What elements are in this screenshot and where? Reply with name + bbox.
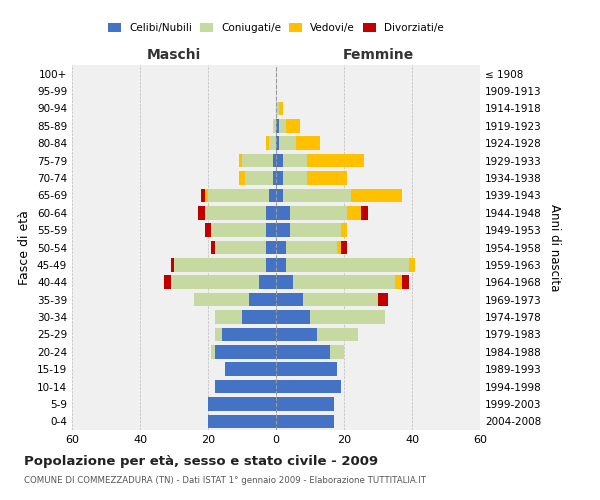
Bar (272, 171, 276, 185)
Bar (276, 310, 310, 324)
Bar (211, 224, 266, 237)
Bar (296, 136, 320, 150)
Bar (331, 345, 344, 358)
Bar (276, 293, 303, 306)
Bar (215, 380, 276, 394)
Bar (290, 206, 347, 220)
Bar (215, 345, 276, 358)
Bar (341, 224, 347, 237)
Bar (266, 224, 276, 237)
Bar (269, 188, 276, 202)
Bar (310, 310, 385, 324)
Bar (283, 188, 351, 202)
Bar (280, 102, 283, 115)
Bar (205, 206, 266, 220)
Bar (290, 224, 341, 237)
Bar (272, 119, 276, 132)
Bar (249, 293, 276, 306)
Bar (303, 293, 378, 306)
Bar (211, 345, 215, 358)
Bar (242, 154, 272, 168)
Bar (276, 224, 290, 237)
Bar (208, 188, 269, 202)
Bar (378, 293, 388, 306)
Bar (276, 154, 283, 168)
Bar (276, 345, 331, 358)
Bar (170, 276, 259, 289)
Bar (307, 154, 364, 168)
Bar (276, 102, 280, 115)
Bar (276, 240, 286, 254)
Bar (276, 414, 334, 428)
Bar (245, 171, 272, 185)
Bar (208, 397, 276, 410)
Bar (402, 276, 409, 289)
Bar (266, 258, 276, 272)
Bar (205, 224, 211, 237)
Text: COMUNE DI COMMEZZADURA (TN) - Dati ISTAT 1° gennaio 2009 - Elaborazione TUTTITAL: COMUNE DI COMMEZZADURA (TN) - Dati ISTAT… (24, 476, 426, 485)
Bar (201, 188, 205, 202)
Bar (221, 328, 276, 341)
Bar (215, 310, 242, 324)
Bar (239, 171, 245, 185)
Bar (347, 206, 361, 220)
Bar (361, 206, 368, 220)
Bar (276, 171, 283, 185)
Bar (317, 328, 358, 341)
Bar (272, 154, 276, 168)
Text: Femmine: Femmine (343, 48, 413, 62)
Bar (259, 276, 276, 289)
Bar (205, 188, 208, 202)
Bar (286, 119, 300, 132)
Bar (337, 240, 341, 254)
Bar (351, 188, 402, 202)
Bar (341, 240, 347, 254)
Bar (242, 310, 276, 324)
Bar (215, 240, 266, 254)
Bar (286, 258, 409, 272)
Text: Maschi: Maschi (147, 48, 201, 62)
Bar (266, 206, 276, 220)
Bar (276, 328, 317, 341)
Bar (198, 206, 205, 220)
Bar (164, 276, 170, 289)
Bar (170, 258, 174, 272)
Bar (276, 397, 334, 410)
Bar (280, 119, 286, 132)
Bar (307, 171, 347, 185)
Bar (276, 362, 337, 376)
Bar (225, 362, 276, 376)
Bar (276, 119, 280, 132)
Y-axis label: Anni di nascita: Anni di nascita (548, 204, 561, 291)
Bar (266, 240, 276, 254)
Bar (208, 414, 276, 428)
Bar (211, 240, 215, 254)
Legend: Celibi/Nubili, Coniugati/e, Vedovi/e, Divorziati/e: Celibi/Nubili, Coniugati/e, Vedovi/e, Di… (104, 19, 448, 38)
Bar (283, 171, 307, 185)
Y-axis label: Fasce di età: Fasce di età (19, 210, 31, 285)
Bar (174, 258, 266, 272)
Bar (283, 154, 307, 168)
Bar (215, 328, 221, 341)
Bar (276, 380, 341, 394)
Bar (280, 136, 296, 150)
Bar (395, 276, 402, 289)
Bar (276, 258, 286, 272)
Bar (239, 154, 242, 168)
Bar (276, 136, 280, 150)
Bar (276, 276, 293, 289)
Bar (194, 293, 249, 306)
Bar (276, 188, 283, 202)
Bar (269, 136, 276, 150)
Bar (286, 240, 337, 254)
Bar (409, 258, 415, 272)
Bar (276, 206, 290, 220)
Bar (293, 276, 395, 289)
Bar (266, 136, 269, 150)
Text: Popolazione per età, sesso e stato civile - 2009: Popolazione per età, sesso e stato civil… (24, 455, 378, 468)
